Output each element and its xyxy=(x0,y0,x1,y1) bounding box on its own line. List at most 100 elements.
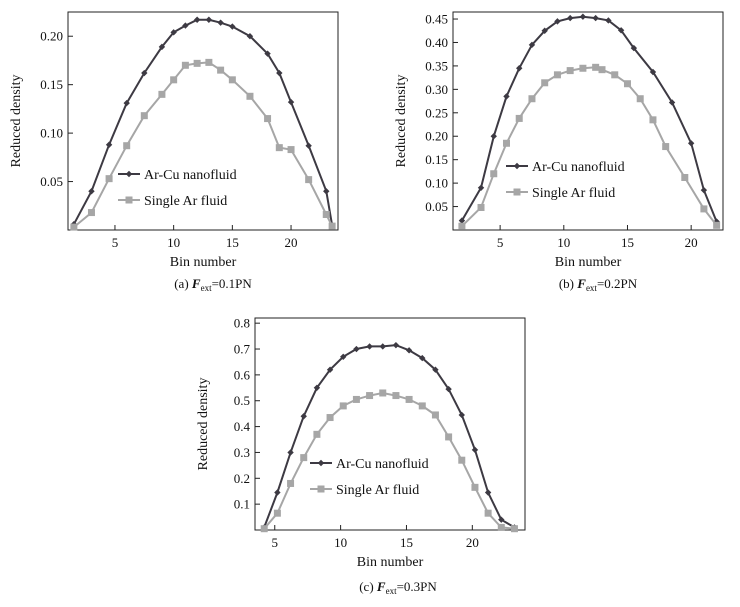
data-point xyxy=(458,456,466,464)
y-tick-label: 0.40 xyxy=(425,35,448,50)
data-point xyxy=(353,345,360,353)
legend: Ar-Cu nanofluid Single Ar fluid xyxy=(506,160,625,201)
data-point xyxy=(88,188,95,195)
data-point xyxy=(229,23,236,30)
caption-part: (c) xyxy=(359,579,377,594)
chart-panel-a: 5 10 15 20 0.05 0.10 0.15 0.20 Bin number Reduced… xyxy=(9,11,339,293)
data-point xyxy=(484,509,492,517)
y-axis-label: Reduced density xyxy=(9,75,24,168)
data-point xyxy=(490,170,498,178)
data-point xyxy=(566,14,574,22)
data-point xyxy=(484,489,492,496)
data-point xyxy=(579,13,587,20)
data-point xyxy=(141,69,148,77)
data-point xyxy=(510,525,518,533)
panel-caption: (a) Fext=0.1PN xyxy=(174,276,252,293)
data-point xyxy=(246,92,254,100)
data-point xyxy=(287,449,294,456)
y-tick-label: 0.45 xyxy=(425,12,448,27)
data-point xyxy=(490,133,497,140)
x-tick-label: 20 xyxy=(285,235,298,250)
data-point xyxy=(105,175,113,183)
data-point xyxy=(418,402,426,410)
data-point xyxy=(566,67,574,75)
legend-swatch-marker xyxy=(513,162,521,170)
series-line xyxy=(263,391,515,530)
y-axis-label: Reduced density xyxy=(394,75,409,168)
data-point xyxy=(158,43,166,51)
legend-swatch-marker xyxy=(317,459,325,467)
data-point xyxy=(515,114,523,122)
x-tick-label: 5 xyxy=(112,235,119,250)
x-tick-label: 10 xyxy=(167,235,180,250)
data-point xyxy=(287,479,295,487)
x-tick-label: 10 xyxy=(334,535,347,550)
data-point xyxy=(579,64,587,72)
data-point xyxy=(70,223,78,231)
data-point xyxy=(419,354,426,362)
data-point xyxy=(458,217,466,224)
y-tick-label: 0.5 xyxy=(234,393,250,408)
data-point xyxy=(328,222,336,230)
y-tick-label: 0.6 xyxy=(234,367,251,382)
data-point xyxy=(260,525,268,533)
x-tick-label: 10 xyxy=(557,235,570,250)
data-point xyxy=(323,188,330,195)
data-point xyxy=(170,29,177,36)
x-tick-label: 20 xyxy=(685,235,698,250)
series-single-ar-fluid xyxy=(70,58,336,231)
data-point xyxy=(366,392,374,400)
x-tick-label: 5 xyxy=(272,535,279,550)
data-point xyxy=(392,392,400,400)
data-point xyxy=(123,142,131,150)
chart-panel-b: 5 10 15 20 0.05 0.10 0.15 0.20 0.25 0.30 0.35 0.40 0… xyxy=(394,11,724,293)
legend-label: Ar-Cu nanofluid xyxy=(532,160,625,175)
data-point xyxy=(516,65,523,72)
legend-swatch-marker xyxy=(125,196,133,204)
legend-label: Ar-Cu nanofluid xyxy=(144,168,237,183)
data-point xyxy=(431,411,439,419)
y-tick-label: 0.2 xyxy=(234,471,250,486)
y-axis-label: Reduced density xyxy=(196,378,211,471)
y-tick-label: 0.4 xyxy=(234,419,251,434)
caption-part: ext xyxy=(586,283,597,293)
data-point xyxy=(528,95,536,103)
data-point xyxy=(713,221,721,229)
data-point xyxy=(170,76,178,84)
legend-swatch-marker xyxy=(317,485,325,493)
caption-part: =0.3PN xyxy=(397,579,438,594)
data-point xyxy=(352,395,360,403)
chart-panel-c: 5 10 15 20 0.1 0.2 0.3 0.4 0.5 0.6 0.7 0.8 Bin numbe… xyxy=(196,316,526,596)
caption-part: ext xyxy=(386,586,397,596)
y-tick-label: 0.15 xyxy=(40,77,63,92)
data-point xyxy=(228,76,236,84)
y-tick-label: 0.1 xyxy=(234,497,250,512)
data-point xyxy=(300,413,307,420)
caption-part: F xyxy=(191,276,201,291)
data-point xyxy=(617,27,625,34)
y-tick-label: 0.8 xyxy=(234,316,250,331)
data-point xyxy=(445,385,452,393)
data-point xyxy=(477,203,485,211)
data-point xyxy=(193,16,201,23)
series-line xyxy=(263,344,516,529)
legend-label: Single Ar fluid xyxy=(144,194,227,209)
y-tick-label: 0.10 xyxy=(40,126,63,141)
data-point xyxy=(445,433,453,441)
data-point xyxy=(432,366,439,373)
data-point xyxy=(405,347,413,354)
data-point xyxy=(273,509,281,517)
caption-part: (a) xyxy=(174,276,192,291)
y-tick-label: 0.10 xyxy=(425,176,448,191)
data-point xyxy=(502,139,510,147)
legend-label: Single Ar fluid xyxy=(336,483,419,498)
data-point xyxy=(611,71,619,79)
y-tick-label: 0.3 xyxy=(234,445,250,460)
data-point xyxy=(205,58,213,66)
y-tick-label: 0.30 xyxy=(425,82,448,97)
data-point xyxy=(379,343,386,350)
data-point xyxy=(623,80,631,88)
data-point xyxy=(275,144,283,152)
data-point xyxy=(264,115,272,123)
